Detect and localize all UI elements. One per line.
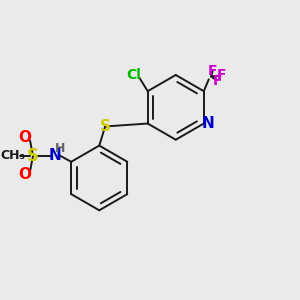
Text: F: F [212, 74, 222, 88]
Text: S: S [27, 147, 39, 165]
Text: CH₃: CH₃ [0, 149, 25, 162]
Text: H: H [55, 142, 65, 155]
Text: S: S [100, 119, 111, 134]
Text: O: O [18, 130, 31, 145]
Text: O: O [18, 167, 31, 182]
Text: F: F [208, 64, 217, 78]
Text: Cl: Cl [126, 68, 141, 82]
Text: N: N [49, 148, 62, 164]
Text: N: N [202, 116, 215, 131]
Text: F: F [217, 68, 226, 82]
